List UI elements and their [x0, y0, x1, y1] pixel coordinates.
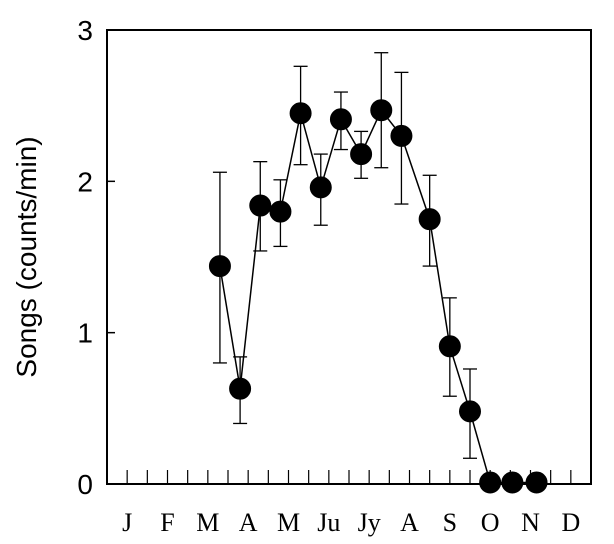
data-point — [479, 471, 502, 494]
x-axis: J F M A M Ju Jy A S O N D — [122, 470, 580, 537]
data-point — [208, 255, 231, 278]
y-tick-label: 2 — [77, 166, 93, 197]
data-point — [501, 471, 524, 494]
x-tick-label: S — [443, 508, 457, 537]
data-point — [350, 143, 373, 166]
data-point — [309, 176, 332, 199]
data-point — [289, 102, 312, 125]
data-point — [370, 99, 393, 122]
data-series — [208, 52, 548, 494]
y-axis-title: Songs (counts/min) — [11, 136, 42, 377]
data-point — [249, 194, 272, 217]
x-tick-label: A — [400, 508, 419, 537]
data-point — [269, 200, 292, 223]
plot-area-frame — [106, 29, 592, 485]
data-point — [229, 377, 252, 400]
y-tick-label: 0 — [77, 469, 93, 500]
x-tick-label: A — [239, 508, 258, 537]
data-point — [438, 335, 461, 358]
data-point — [418, 208, 441, 231]
x-tick-label: M — [196, 508, 219, 537]
y-tick-label: 1 — [77, 318, 93, 349]
y-axis: 0 1 2 3 — [77, 15, 115, 500]
x-tick-label: J — [122, 508, 132, 537]
data-point — [329, 108, 352, 131]
x-tick-label: F — [160, 508, 174, 537]
x-tick-label: M — [277, 508, 300, 537]
x-tick-label: O — [481, 508, 500, 537]
x-tick-label: N — [521, 508, 540, 537]
y-tick-label: 3 — [77, 15, 93, 46]
data-point — [390, 124, 413, 147]
x-tick-label: Ju — [317, 508, 340, 537]
x-tick-label: D — [561, 508, 580, 537]
data-point — [459, 400, 481, 423]
x-tick-label: Jy — [358, 508, 381, 537]
data-point — [525, 471, 548, 494]
